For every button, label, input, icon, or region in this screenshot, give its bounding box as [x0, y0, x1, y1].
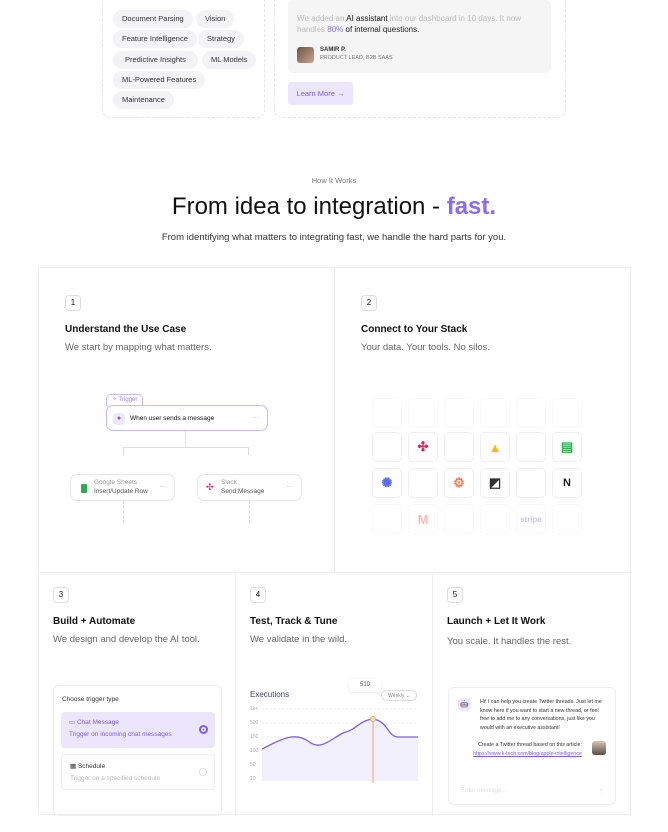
step-desc: We start by mapping what matters. [65, 342, 212, 353]
chat-bubble-icon: ● [113, 413, 125, 425]
step-number: 5 [447, 587, 463, 603]
testimonial-name: SAMIR P. [320, 47, 346, 53]
trigger-text: When user sends a message [130, 415, 215, 422]
section-eyebrow: How It Works [311, 176, 357, 185]
chart-tooltip: 510 [349, 679, 381, 692]
chat-window: 🤖 Hi! I can help you create Twitter thre… [448, 687, 616, 805]
step-card-3: 3 Build + Automate We design and develop… [39, 573, 236, 816]
highlight-point [370, 716, 376, 722]
user-avatar [592, 741, 606, 755]
asterisk-icon: ✺ [372, 468, 402, 498]
user-link[interactable]: https://www.k-tech.com/blog/apple-intell… [473, 751, 582, 757]
step-card-4: 4 Test, Track & Tune We validate in the … [236, 573, 433, 816]
step-desc: You scale. It handles the rest. [447, 636, 572, 647]
more-icon[interactable]: ··· [159, 483, 167, 490]
google-sheets-icon: ▤ [552, 432, 582, 462]
bot-avatar-icon: 🤖 [458, 698, 471, 711]
learn-more-button[interactable]: Learn More → [288, 82, 353, 105]
slack-icon: ✣ [408, 432, 438, 462]
y-tick-label: 100 [250, 748, 259, 754]
step-number: 2 [361, 295, 377, 311]
step-desc: We validate in the wild. [250, 634, 347, 645]
step-desc: Your data. Your tools. No silos. [361, 342, 491, 353]
step-number: 1 [65, 295, 81, 311]
slack-icon: ✣ [206, 482, 214, 492]
step-title: Connect to Your Stack [361, 324, 468, 335]
radio-selected[interactable] [199, 725, 208, 734]
framer-icon: ◩ [480, 468, 510, 498]
stripe-icon: stripe [516, 504, 546, 534]
picker-heading: Choose trigger type [62, 696, 119, 703]
period-dropdown[interactable]: Weekly ⌄ [381, 690, 417, 701]
avatar [297, 47, 314, 63]
tag: Feature Intelligence [113, 30, 197, 48]
section-subtitle: From identifying what matters to integra… [161, 232, 507, 243]
step-card-1: 1 Understand the Use Case We start by ma… [39, 268, 335, 573]
user-message: Create a Twitter thread based on this ar… [478, 742, 582, 748]
y-tick-label: 1k+ [250, 706, 259, 712]
google-drive-icon: ▲ [480, 432, 510, 462]
step-title: Build + Automate [53, 616, 136, 627]
step-card-2: 2 Connect to Your Stack Your data. Your … [335, 268, 632, 573]
testimonial-quote: We added an AI assistant into our dashbo… [297, 14, 522, 34]
tag: Strategy [198, 30, 244, 48]
step-title: Understand the Use Case [65, 324, 187, 335]
node-app: Google Sheets [94, 479, 138, 486]
more-icon[interactable]: ··· [252, 414, 260, 421]
step-title: Launch + Let It Work [447, 616, 546, 627]
step-title: Test, Track & Tune [250, 616, 338, 627]
step-desc: We design and develop the AI tool. [53, 634, 200, 645]
trigger-picker: Choose trigger type ▭ Chat Message Trigg… [53, 685, 222, 816]
node-app: Slack [221, 479, 237, 486]
more-icon[interactable]: ··· [286, 483, 294, 490]
steps-grid: 1 Understand the Use Case We start by ma… [38, 267, 632, 816]
y-tick-label: 500 [250, 720, 259, 726]
tag: Predictive Insights [113, 51, 198, 69]
tag: Document Parsing [113, 10, 193, 28]
option-schedule[interactable]: ▦ Schedule Trigger on a specified schedu… [61, 754, 215, 790]
series-line [261, 718, 418, 750]
send-icon[interactable]: ↑ [599, 786, 603, 795]
radio-unselected[interactable] [199, 768, 207, 776]
y-tick-label: 150 [250, 734, 259, 740]
testimonial-role: PRODUCT LEAD, B2B SAAS [320, 55, 393, 61]
google-sheets-node[interactable]: Google Sheets Insert/Update Row ··· [70, 474, 175, 501]
option-chat-message[interactable]: ▭ Chat Message Trigger on incoming chat … [61, 712, 215, 748]
notion-icon: N [552, 468, 582, 498]
google-sheets-icon [81, 484, 87, 493]
step-number: 3 [53, 587, 69, 603]
section-title: From idea to integration - fast. [171, 193, 497, 220]
node-action: Insert/Update Row [94, 488, 148, 495]
testimonial-quote-box: We added an AI assistant into our dashbo… [288, 0, 551, 73]
slack-node[interactable]: ✣ Slack Send Message ··· [197, 474, 302, 501]
executions-title: Executions [250, 690, 290, 699]
trigger-badge: ✧ Trigger [106, 394, 144, 406]
message-input[interactable]: Enter message... [461, 788, 507, 794]
tag: ML Models [202, 51, 257, 69]
step-card-5: 5 Launch + Let It Work You scale. It han… [433, 573, 632, 816]
tag: Maintenance [113, 91, 174, 109]
bot-message: Hi! I can help you create Twitter thread… [480, 699, 602, 731]
tag: Vision [196, 10, 235, 28]
gmail-icon: M [408, 504, 438, 534]
executions-chart [261, 708, 418, 783]
tag: ML-Powered Features [113, 71, 206, 89]
node-action: Send Message [221, 488, 265, 495]
y-tick-label: 50 [250, 762, 256, 768]
step-number: 4 [250, 587, 266, 603]
hubspot-icon: ⚙ [444, 468, 474, 498]
trigger-node[interactable]: ● When user sends a message ··· [106, 405, 268, 431]
y-tick-label: 10 [250, 776, 256, 782]
